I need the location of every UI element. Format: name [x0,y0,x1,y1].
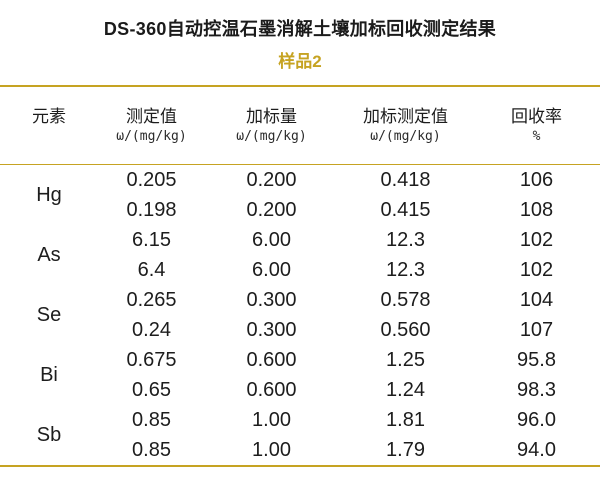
column-unit: ω/(mg/kg) [370,129,441,144]
value-cell: 0.300 [246,318,297,341]
value-cell: 0.205 [126,168,177,191]
value-cell: 1.81 [386,408,425,431]
element-cell-hg: Hg [36,183,62,206]
value-cell: 0.600 [246,348,297,371]
value-cell: 0.200 [246,198,297,221]
value-cell: 12.3 [386,228,425,251]
value-cell: 0.600 [246,378,297,401]
value-cell: 0.415 [380,198,431,221]
column-label: 加标测定值 [363,107,448,126]
value-cell: 102 [519,228,554,251]
table-row: As 6.15 6.00 12.3 102 [0,225,600,266]
table-row: Sb 0.85 1.00 1.81 96.0 [0,405,600,446]
table-row: 0.198 0.200 0.415 108 [0,195,600,225]
table-row: Hg 0.205 0.200 0.418 106 [0,165,600,206]
column-unit: % [532,129,541,144]
column-unit: ω/(mg/kg) [116,129,187,144]
value-cell: 95.8 [517,348,556,371]
column-label: 加标量 [246,107,297,126]
value-cell: 106 [519,168,554,191]
value-cell: 1.00 [252,408,291,431]
element-cell-sb: Sb [36,423,62,446]
column-header-spiked-measured: 加标测定值 ω/(mg/kg) [338,86,473,165]
column-header-recovery: 回收率 % [473,86,600,165]
element-cell-as: As [37,243,61,266]
table-row: 6.4 6.00 12.3 102 [0,255,600,285]
element-cell-bi: Bi [40,363,58,386]
value-cell: 94.0 [517,438,556,461]
results-table: 元素 测定值 ω/(mg/kg) 加标量 ω/(mg/kg) 加标测定值 ω/(… [0,85,600,467]
value-cell: 1.79 [386,438,425,461]
value-cell: 0.675 [126,348,177,371]
value-cell: 0.24 [132,318,171,341]
column-label: 测定值 [126,107,177,126]
value-cell: 0.85 [132,438,171,461]
value-cell: 104 [519,288,554,311]
column-header-measured: 测定值 ω/(mg/kg) [98,86,205,165]
value-cell: 0.265 [126,288,177,311]
table-row: 0.65 0.600 1.24 98.3 [0,375,600,405]
value-cell: 0.418 [380,168,431,191]
column-unit [0,129,98,145]
value-cell: 1.24 [386,378,425,401]
column-label: 回收率 [511,107,562,126]
column-header-element: 元素 [0,86,98,165]
value-cell: 0.198 [126,198,177,221]
column-header-spike-amount: 加标量 ω/(mg/kg) [205,86,338,165]
page-title: DS-360自动控温石墨消解土壤加标回收测定结果 [103,19,497,39]
table-row: Se 0.265 0.300 0.578 104 [0,285,600,326]
value-cell: 0.85 [132,408,171,431]
value-cell: 0.578 [380,288,431,311]
column-label: 元素 [32,107,66,126]
value-cell: 1.00 [252,438,291,461]
value-cell: 6.00 [252,228,291,251]
table-row: Bi 0.675 0.600 1.25 95.8 [0,345,600,386]
value-cell: 0.300 [246,288,297,311]
column-unit: ω/(mg/kg) [236,129,307,144]
value-cell: 12.3 [386,258,425,281]
value-cell: 0.200 [246,168,297,191]
value-cell: 107 [519,318,554,341]
value-cell: 96.0 [517,408,556,431]
value-cell: 102 [519,258,554,281]
value-cell: 6.4 [137,258,166,281]
table-row: 0.85 1.00 1.79 94.0 [0,435,600,466]
value-cell: 6.00 [252,258,291,281]
sample-subtitle: 样品2 [278,52,322,71]
header-row: 元素 测定值 ω/(mg/kg) 加标量 ω/(mg/kg) 加标测定值 ω/(… [0,86,600,165]
value-cell: 1.25 [386,348,425,371]
value-cell: 0.65 [132,378,171,401]
element-cell-se: Se [36,303,62,326]
value-cell: 6.15 [132,228,171,251]
table-row: 0.24 0.300 0.560 107 [0,315,600,345]
value-cell: 98.3 [517,378,556,401]
value-cell: 0.560 [380,318,431,341]
value-cell: 108 [519,198,554,221]
